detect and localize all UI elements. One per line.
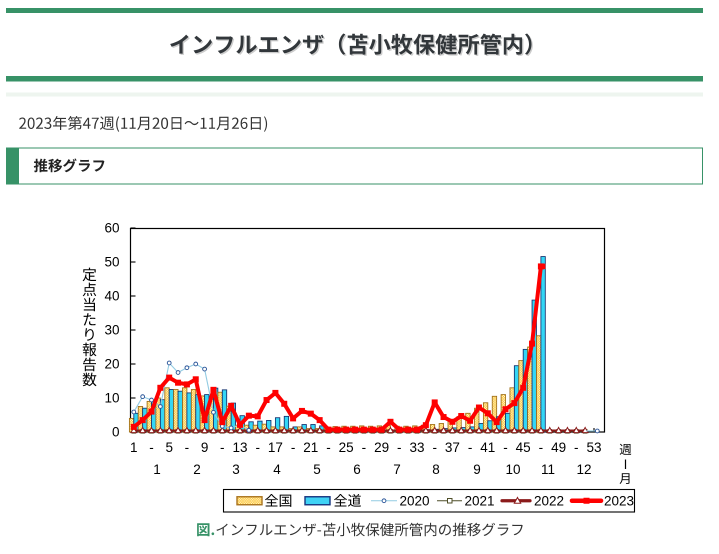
- svg-text:40: 40: [104, 289, 119, 304]
- svg-text:2022: 2022: [534, 493, 564, 508]
- svg-text:-: -: [149, 440, 154, 455]
- svg-text:49: 49: [551, 440, 566, 455]
- svg-text:-: -: [539, 440, 544, 455]
- svg-text:13: 13: [232, 440, 247, 455]
- svg-text:8: 8: [432, 462, 440, 477]
- svg-text:10: 10: [505, 462, 520, 477]
- svg-text:3: 3: [232, 462, 240, 477]
- svg-text:4: 4: [273, 462, 281, 477]
- svg-text:41: 41: [480, 440, 495, 455]
- svg-text:2: 2: [193, 462, 201, 477]
- svg-text:17: 17: [268, 440, 283, 455]
- svg-text:45: 45: [516, 440, 531, 455]
- svg-text:1: 1: [153, 462, 161, 477]
- svg-text:9: 9: [473, 462, 481, 477]
- svg-text:-: -: [326, 440, 331, 455]
- svg-text:9: 9: [201, 440, 209, 455]
- svg-text:33: 33: [409, 440, 424, 455]
- svg-text:50: 50: [104, 255, 119, 270]
- svg-text:5: 5: [313, 462, 321, 477]
- svg-text:0: 0: [112, 425, 120, 440]
- svg-text:10: 10: [104, 391, 119, 406]
- svg-text:30: 30: [104, 323, 119, 338]
- svg-text:5: 5: [165, 440, 173, 455]
- svg-text:53: 53: [586, 440, 601, 455]
- svg-text:-: -: [503, 440, 508, 455]
- svg-text:25: 25: [339, 440, 354, 455]
- svg-text:29: 29: [374, 440, 389, 455]
- svg-text:7: 7: [393, 462, 401, 477]
- svg-text:6: 6: [353, 462, 361, 477]
- svg-text:-: -: [432, 440, 437, 455]
- svg-text:-: -: [397, 440, 402, 455]
- svg-text:-: -: [362, 440, 367, 455]
- svg-text:60: 60: [104, 221, 119, 236]
- svg-text:20: 20: [104, 357, 119, 372]
- svg-text:12: 12: [576, 462, 591, 477]
- svg-text:1: 1: [130, 440, 138, 455]
- svg-text:2020: 2020: [400, 493, 430, 508]
- svg-text:-: -: [255, 440, 260, 455]
- svg-text:-: -: [574, 440, 579, 455]
- svg-text:37: 37: [445, 440, 460, 455]
- svg-text:-: -: [220, 440, 225, 455]
- svg-text:-: -: [291, 440, 296, 455]
- svg-text:-: -: [468, 440, 473, 455]
- svg-text:11: 11: [541, 462, 555, 477]
- svg-text:-: -: [185, 440, 190, 455]
- svg-text:21: 21: [303, 440, 318, 455]
- svg-text:2021: 2021: [465, 493, 495, 508]
- svg-text:2023: 2023: [604, 493, 634, 508]
